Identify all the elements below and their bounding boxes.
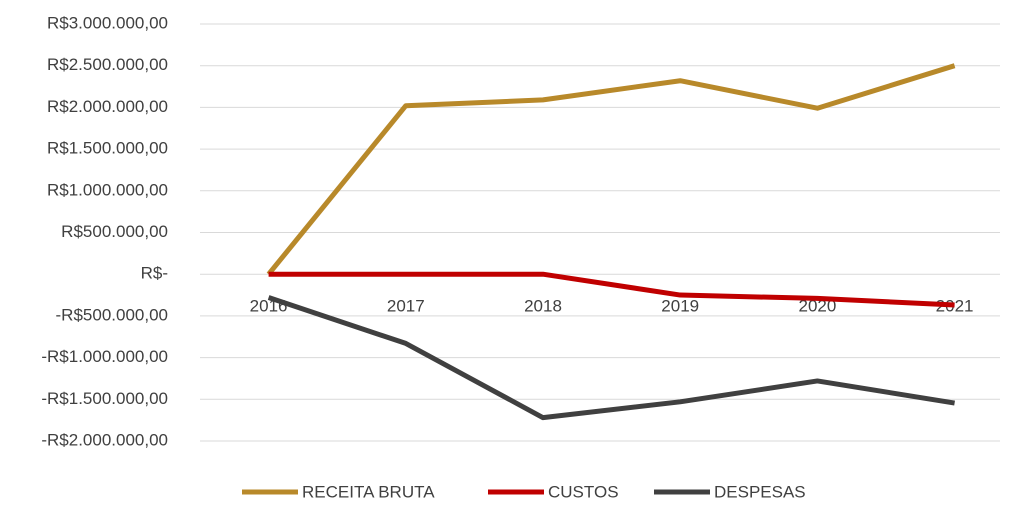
- x-tick-label: 2018: [524, 296, 562, 315]
- legend-label: DESPESAS: [714, 482, 806, 501]
- legend-label: CUSTOS: [548, 482, 619, 501]
- y-tick-label: -R$2.000.000,00: [41, 430, 168, 449]
- x-tick-label: 2021: [936, 296, 974, 315]
- x-tick-label: 2019: [661, 296, 699, 315]
- legend-label: RECEITA BRUTA: [302, 482, 435, 501]
- y-tick-label: R$2.500.000,00: [47, 55, 168, 74]
- y-tick-label: R$500.000,00: [61, 222, 168, 241]
- y-tick-label: -R$500.000,00: [56, 305, 168, 324]
- series-line: [267, 295, 955, 421]
- series-line: [266, 63, 956, 276]
- y-tick-label: R$3.000.000,00: [47, 13, 168, 32]
- y-tick-label: R$1.000.000,00: [47, 180, 168, 199]
- series-line: [268, 271, 955, 308]
- y-tick-label: R$-: [141, 264, 168, 283]
- y-tick-label: R$2.000.000,00: [47, 97, 168, 116]
- y-tick-label: R$1.500.000,00: [47, 139, 168, 158]
- y-tick-label: -R$1.000.000,00: [41, 347, 168, 366]
- y-tick-label: -R$1.500.000,00: [41, 389, 168, 408]
- x-tick-label: 2017: [387, 296, 425, 315]
